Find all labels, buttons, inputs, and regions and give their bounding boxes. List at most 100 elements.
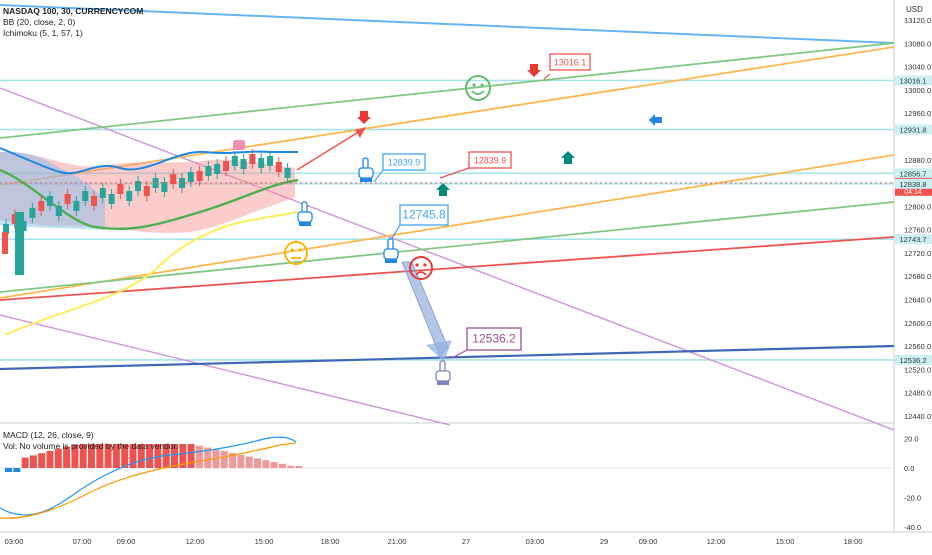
price-tick-label: 12720.0	[904, 249, 931, 258]
price-tick-label: 12560.0	[904, 342, 931, 351]
emoji-eye	[298, 248, 302, 252]
macd-histogram-bar	[88, 444, 95, 468]
macd-histogram-bar	[220, 451, 228, 468]
price-badge-label: 12838.8	[899, 180, 926, 189]
candlestick	[258, 158, 265, 168]
macd-histogram-bar	[63, 446, 71, 468]
time-tick-label: 18:00	[844, 537, 863, 546]
smiley-neutral-icon	[284, 241, 308, 265]
macd-tick-label: -40.0	[904, 523, 921, 532]
candlestick	[73, 201, 80, 211]
annotation-label: 12839.9	[388, 158, 421, 168]
emoji-mouth	[415, 271, 427, 276]
pointing-hand-icon	[383, 238, 399, 263]
hand-palm	[297, 211, 313, 223]
macd-histogram-bar	[187, 444, 195, 468]
macd-histogram-bar	[38, 453, 46, 468]
price-tick-label: 12680.0	[904, 272, 931, 281]
candlestick	[135, 181, 141, 191]
projection-arrowhead	[355, 127, 366, 138]
symbol-title[interactable]: NASDAQ 100, 30, CURRENCYCOM	[3, 6, 144, 16]
trend-line	[0, 201, 895, 293]
annotation-box	[382, 153, 426, 171]
candlestick	[240, 159, 247, 169]
macd-histogram-bar	[137, 444, 145, 468]
annotation-box	[468, 151, 512, 169]
macd-line	[0, 436, 297, 516]
trend-line	[0, 344, 895, 371]
price-badge-label: 12856.7	[899, 169, 926, 178]
emoji-face-outline	[465, 75, 491, 101]
price-tick-label: 12520.0	[904, 365, 931, 374]
candlestick	[55, 206, 62, 216]
price-tick-label: 12440.0	[904, 412, 931, 421]
annotation-label: 12745.8	[402, 208, 446, 222]
emoji-face-outline	[284, 241, 308, 265]
time-tick-label: 03:00	[526, 537, 545, 546]
annotation-box	[399, 204, 449, 226]
bb-indicator-label[interactable]: BB (20, close, 2, 0)	[3, 17, 76, 27]
macd-histogram-bar	[104, 444, 112, 468]
price-badge	[895, 75, 932, 86]
candlestick	[249, 154, 256, 164]
macd-histogram-bar	[287, 465, 295, 468]
candlestick	[11, 214, 18, 224]
time-tick-label: 12:00	[186, 537, 205, 546]
candlestick	[108, 194, 115, 204]
price-tick-label: 12480.0	[904, 389, 931, 398]
macd-tick-label: 0.0	[904, 464, 914, 473]
trend-line	[0, 46, 895, 186]
macd-histogram-bar	[146, 444, 154, 468]
hand-cuff	[385, 259, 397, 263]
up-arrow-marker	[561, 151, 575, 164]
hand-palm	[383, 248, 399, 260]
signal-line	[0, 442, 297, 519]
price-badge-label: 12536.2	[899, 356, 926, 365]
price-tick-label: 12880.0	[904, 156, 931, 165]
emoji-face-outline	[409, 256, 433, 280]
price-tick-label: 12760.0	[904, 226, 931, 235]
candlestick	[64, 194, 71, 204]
left-arrow-marker	[649, 114, 662, 126]
macd-histogram-bar	[21, 457, 29, 468]
macd-histogram-bar	[262, 460, 270, 468]
candlestick	[3, 224, 9, 234]
macd-histogram-bar	[129, 444, 137, 468]
emoji-eye	[472, 83, 476, 87]
macd-histogram-bar	[171, 444, 178, 468]
price-badge	[895, 234, 932, 245]
macd-tick-label: 20.0	[904, 435, 919, 444]
annotation-box	[466, 327, 522, 351]
candlestick	[284, 168, 291, 178]
candlestick	[47, 196, 53, 206]
projection-arrow-path	[401, 261, 449, 357]
down-arrow-marker	[357, 111, 371, 124]
annotation-label: 12536.2	[472, 332, 516, 346]
candlestick	[117, 184, 124, 194]
ichimoku-indicator-label[interactable]: Ichimoku (5, 1, 57, 1)	[3, 28, 83, 38]
candlestick	[170, 174, 177, 184]
macd-histogram-bar	[71, 444, 79, 468]
up-arrow-marker	[436, 183, 450, 196]
emoji-eye	[423, 263, 427, 267]
time-tick-label: 18:00	[321, 537, 340, 546]
macd-histogram-bar	[270, 462, 278, 468]
bollinger-band-upper	[0, 147, 298, 175]
projection-arrow-head	[426, 340, 452, 362]
emoji-mouth	[471, 90, 485, 95]
projection-arrow	[296, 130, 361, 171]
macd-indicator-label[interactable]: MACD (12, 26, close, 9)	[3, 430, 94, 440]
macd-histogram-bar	[204, 447, 212, 468]
time-tick-label: 27	[462, 537, 470, 546]
macd-tick-label: -20.0	[904, 494, 921, 503]
main-legend: NASDAQ 100, 30, CURRENCYCOM BB (20, clos…	[3, 6, 143, 39]
emoji-eye	[415, 263, 419, 267]
macd-histogram-bar	[295, 466, 303, 468]
hand-palm	[358, 167, 374, 179]
macd-histogram-bar	[245, 456, 253, 468]
price-tick-label: 12600.0	[904, 319, 931, 328]
candlestick	[91, 196, 97, 206]
time-tick-label: 15:00	[255, 537, 274, 546]
macd-histogram-bar	[46, 451, 54, 468]
price-badge-label: 12931.8	[899, 126, 926, 135]
